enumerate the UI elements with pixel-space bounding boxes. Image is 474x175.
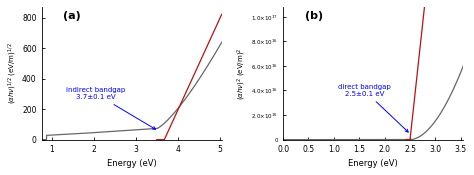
X-axis label: Energy (eV): Energy (eV) xyxy=(348,159,398,168)
Text: direct bandgap
2.5±0.1 eV: direct bandgap 2.5±0.1 eV xyxy=(338,84,408,132)
X-axis label: Energy (eV): Energy (eV) xyxy=(107,159,156,168)
Text: (b): (b) xyxy=(305,11,323,21)
Text: indirect bandgap
3.7±0.1 eV: indirect bandgap 3.7±0.1 eV xyxy=(66,87,155,129)
Y-axis label: $(\alpha h\nu)^{1/2}$ (eV/m)$^{1/2}$: $(\alpha h\nu)^{1/2}$ (eV/m)$^{1/2}$ xyxy=(7,43,19,104)
Y-axis label: $(\alpha h\nu)^{2}$ (eV/m)$^{2}$: $(\alpha h\nu)^{2}$ (eV/m)$^{2}$ xyxy=(236,47,248,100)
Text: (a): (a) xyxy=(63,11,81,21)
